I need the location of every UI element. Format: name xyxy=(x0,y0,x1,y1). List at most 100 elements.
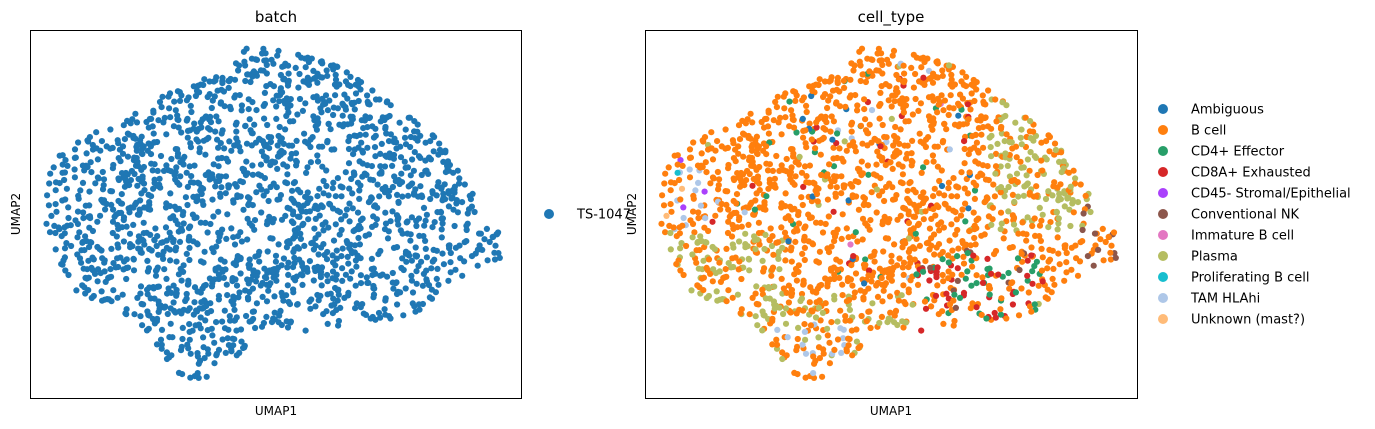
cell-type-point xyxy=(677,196,684,203)
batch-point xyxy=(157,336,165,343)
cell-type-point xyxy=(738,306,745,313)
batch-point xyxy=(178,225,185,232)
cell-type-point xyxy=(974,173,982,180)
cell-type-point xyxy=(960,289,968,296)
cell-type-point xyxy=(813,219,820,226)
batch-point xyxy=(118,209,125,216)
cell-type-point xyxy=(914,222,922,229)
cell-type-point xyxy=(852,229,859,236)
cell-type-point xyxy=(909,158,916,166)
batch-point xyxy=(145,265,152,272)
cell-type-point xyxy=(997,306,1004,313)
cell-type-point xyxy=(889,196,897,203)
batch-point xyxy=(243,158,250,165)
batch-point xyxy=(246,261,253,269)
batch-point xyxy=(270,315,277,322)
batch-point xyxy=(479,246,486,253)
cell-type-point xyxy=(700,287,707,294)
cell-type-point xyxy=(723,245,730,252)
batch-point xyxy=(108,273,115,280)
batch-point xyxy=(236,92,243,99)
batch-point xyxy=(299,107,306,114)
batch-point xyxy=(183,295,190,302)
cell-type-point xyxy=(857,122,865,129)
cell-type-axes-frame xyxy=(645,30,1138,399)
cell-type-point xyxy=(735,143,742,150)
cell-type-point xyxy=(882,280,890,287)
batch-point xyxy=(339,277,346,284)
cell-type-point xyxy=(1063,259,1070,266)
cell-type-point xyxy=(958,78,965,85)
batch-point xyxy=(170,282,177,289)
batch-point xyxy=(187,350,194,357)
batch-point xyxy=(284,264,291,271)
batch-point xyxy=(238,238,245,245)
batch-point xyxy=(183,290,190,298)
cell-type-point xyxy=(972,131,979,138)
batch-point xyxy=(411,149,418,156)
cell-type-point xyxy=(713,288,720,295)
batch-point xyxy=(290,248,297,255)
cell-type-point xyxy=(913,205,920,213)
batch-point xyxy=(71,146,79,153)
cell-type-point xyxy=(1018,285,1025,292)
cell-type-point xyxy=(854,107,861,114)
batch-point xyxy=(152,225,159,232)
cell-type-point xyxy=(1016,266,1023,274)
cell-type-point xyxy=(1045,188,1052,195)
cell-type-point xyxy=(889,165,896,172)
batch-point xyxy=(229,335,236,342)
batch-legend-label: TS-1047 xyxy=(576,208,631,223)
cell-type-legend-label: CD4+ Effector xyxy=(1191,145,1285,160)
cell-type-point xyxy=(716,259,723,266)
cell-type-point xyxy=(1039,211,1046,218)
cell-type-point xyxy=(755,219,763,226)
cell-type-point xyxy=(826,78,833,85)
cell-type-point xyxy=(779,355,786,363)
cell-type-point xyxy=(759,327,766,334)
cell-type-point xyxy=(824,196,832,203)
batch-point xyxy=(215,271,222,278)
cell-type-point xyxy=(1068,266,1075,273)
cell-type-point xyxy=(858,312,865,320)
cell-type-point xyxy=(1050,265,1057,272)
batch-point xyxy=(302,64,309,71)
cell-type-point xyxy=(938,167,945,174)
cell-type-point xyxy=(894,135,901,142)
cell-type-point xyxy=(920,216,927,223)
cell-type-point xyxy=(792,89,799,96)
cell-type-point xyxy=(929,152,937,159)
cell-type-point xyxy=(809,240,816,247)
batch-point xyxy=(208,104,215,112)
batch-axes-frame xyxy=(30,30,522,399)
cell-type-point xyxy=(879,154,886,161)
batch-point xyxy=(288,195,295,202)
batch-point xyxy=(277,85,284,92)
batch-point xyxy=(423,278,430,285)
batch-point xyxy=(428,265,435,272)
batch-point xyxy=(201,114,209,121)
cell-type-point xyxy=(910,186,917,193)
batch-point xyxy=(349,205,356,212)
cell-type-point xyxy=(777,114,784,121)
cell-type-point xyxy=(735,266,742,273)
batch-point xyxy=(215,163,222,170)
batch-point xyxy=(398,170,405,177)
batch-point xyxy=(101,259,108,266)
cell-type-point xyxy=(954,277,961,284)
cell-type-point xyxy=(660,202,668,209)
cell-type-point xyxy=(1012,289,1020,296)
batch-point xyxy=(147,295,154,302)
batch-point xyxy=(427,156,434,163)
cell-type-point xyxy=(658,220,665,227)
cell-type-point xyxy=(714,138,721,145)
batch-point xyxy=(353,263,360,270)
cell-type-point xyxy=(1028,308,1035,315)
batch-point xyxy=(394,191,401,198)
cell-type-point xyxy=(722,188,729,195)
cell-type-point xyxy=(788,244,795,251)
cell-type-point xyxy=(686,154,694,161)
batch-point xyxy=(167,320,174,327)
cell-type-point xyxy=(1003,315,1010,322)
cell-type-point xyxy=(849,183,856,190)
